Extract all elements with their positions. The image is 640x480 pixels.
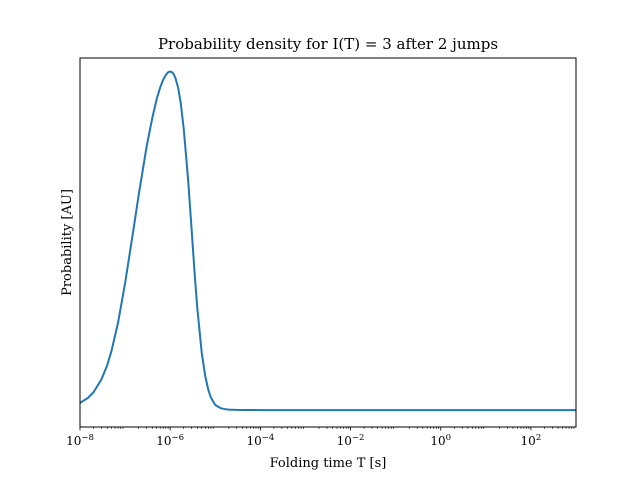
x-tick-label: 10−2 <box>337 433 365 448</box>
x-axis-label: Folding time T [s] <box>270 456 387 471</box>
axes-frame <box>79 57 577 428</box>
x-tick-label-exponent: −6 <box>172 433 185 443</box>
x-tick-label-base: 10 <box>66 434 81 448</box>
x-tick-label-exponent: −8 <box>81 433 94 443</box>
x-tick-label-base: 10 <box>430 434 445 448</box>
x-tick-label-exponent: 2 <box>536 433 541 443</box>
x-tick-label: 100 <box>430 433 451 448</box>
x-axis-ticks: 10−8 10−6 10−4 10−2 100 102 <box>66 427 575 448</box>
x-tick-label: 10−4 <box>246 433 274 448</box>
x-tick-label: 102 <box>521 433 542 448</box>
x-tick-label-exponent: 0 <box>446 433 451 443</box>
x-tick-label-base: 10 <box>246 434 261 448</box>
x-tick-label-exponent: −2 <box>352 433 365 443</box>
x-tick-label: 10−8 <box>66 433 94 448</box>
x-tick-label-base: 10 <box>337 434 352 448</box>
plot-area <box>79 70 576 412</box>
series-line-0 <box>79 70 576 412</box>
x-tick-label-base: 10 <box>521 434 536 448</box>
y-axis-label: Probability [AU] <box>60 189 75 296</box>
x-tick-label: 10−6 <box>156 433 184 448</box>
chart-title: Probability density for I(T) = 3 after 2… <box>158 35 498 53</box>
x-tick-label-exponent: −4 <box>262 433 275 443</box>
x-tick-label-base: 10 <box>156 434 171 448</box>
